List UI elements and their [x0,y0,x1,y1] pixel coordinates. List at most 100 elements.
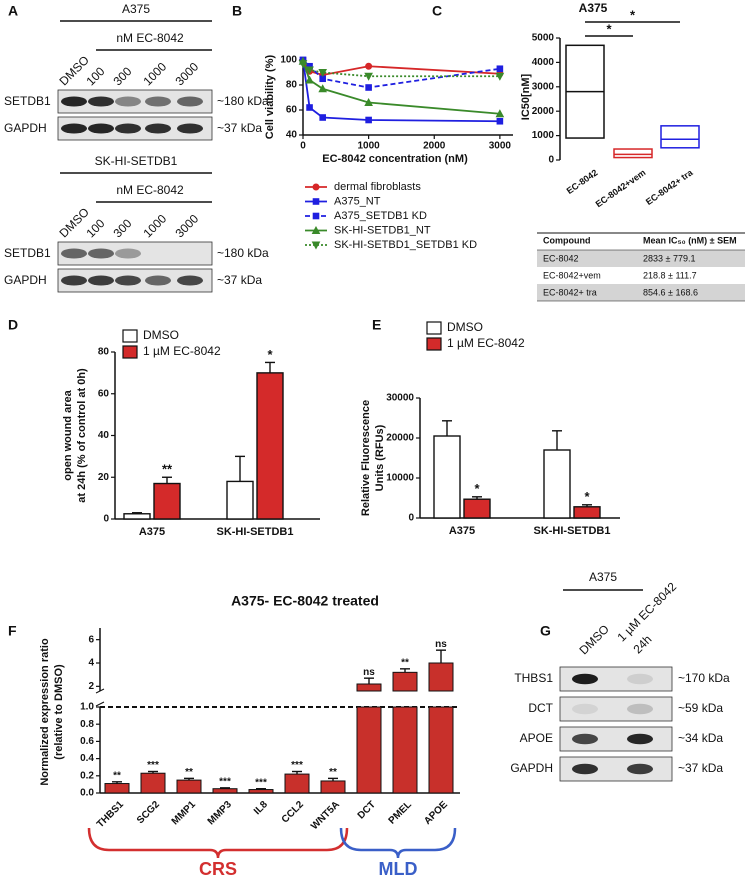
y-tick-label: 0.4 [80,753,94,764]
legend-label: DMSO [447,320,483,334]
legend-marker [311,225,321,234]
y-tick-label: 4000 [532,57,555,68]
bar [356,683,382,692]
marker [365,116,372,124]
x-tick-label: A375 [139,526,165,538]
lane-label: DMSO [56,205,91,240]
bar [256,372,284,520]
lane-label: 1000 [140,211,169,240]
y-tick-label: 0 [103,514,109,525]
blot-strip [57,241,213,266]
x-tick-label: SK-HI-SETDB1 [533,525,610,537]
marker [365,84,372,91]
significance-label: ** [401,657,409,668]
significance-label: *** [147,760,159,771]
size-label: ~180 kDa [217,94,269,108]
group-bracket [339,827,457,859]
legend-marker [311,241,321,250]
y-tick-label: 10000 [386,473,414,484]
size-label: ~170 kDa [678,671,730,685]
x-tick-label: 3000 [489,141,512,152]
marker [319,114,326,121]
blot-band [145,123,171,134]
x-tick-label: CCL2 [280,799,307,826]
lane-label: 100 [83,216,107,240]
y-tick-label: 0.2 [80,770,94,781]
blot-band [88,96,114,107]
blot-band [88,248,114,259]
table-row-bg [537,284,745,301]
protein-label: GAPDH [4,273,47,287]
significance-label: ** [113,770,121,781]
blot-band [572,703,598,715]
legend-label: A375_SETDB1 KD [334,210,427,222]
blot-band [627,673,653,685]
table-row-bg [537,250,745,267]
protein-label: DCT [528,701,553,715]
marker [298,60,308,69]
significance-label: * [474,481,480,496]
legend-label: 1 µM EC-8042 [143,344,221,358]
blot-band [177,275,203,286]
panel-label: G [540,623,551,639]
panel-label: E [372,317,381,333]
blot-band [115,248,141,259]
blot-band [177,123,203,134]
y-tick-label: 0.0 [80,788,94,799]
panel-label: A [8,3,18,19]
marker [365,62,373,70]
marker [495,109,505,118]
blot-band [145,275,171,286]
y-tick-label: 80 [286,80,298,91]
marker [496,65,504,73]
axis-break [95,688,105,694]
blot-band [88,123,114,134]
blot-strip [559,696,673,722]
legend-marker [312,212,320,220]
significance-label: ns [435,639,447,650]
protein-label: GAPDH [4,121,47,135]
y-tick-label: 3000 [532,81,555,92]
x-tick-label: 2000 [423,141,446,152]
blot-band [627,763,653,775]
marker [305,66,314,75]
lane-label: DMSO [56,53,91,88]
x-tick-label: A375 [449,525,475,537]
blot-treatment: nM EC-8042 [116,183,184,197]
lane-label: 1000 [140,59,169,88]
bar [140,772,166,794]
y-tick-label: 0 [408,513,414,524]
blot-strip [57,89,213,114]
x-tick-label: 1000 [358,141,381,152]
y-tick-label: 60 [286,105,298,116]
legend-label: SK-HI-SETBD1_SETDB1 KD [334,239,477,251]
axis-break [95,701,105,707]
y-tick-label: 1.0 [80,702,94,713]
bar [153,482,181,520]
table-cell: 854.6 ± 168.6 [643,287,698,297]
x-tick-label: EC-8042+vem [594,167,648,209]
x-tick-label: MMP3 [206,799,235,828]
chart-title: A375- EC-8042 treated [231,593,379,609]
size-label: ~37 kDa [678,761,723,775]
blot-band [61,275,87,286]
blot-band [115,123,141,134]
protein-label: APOE [520,731,553,745]
blot-band [115,96,141,107]
legend-swatch [426,337,442,351]
blot-cell-line: A375 [122,2,150,16]
blot-band [61,96,87,107]
bar [392,706,418,794]
table-cell: EC-8042+ tra [543,287,597,297]
chart-title: A375 [579,1,608,15]
y-tick-label: 80 [98,347,110,358]
legend-label: SK-HI-SETDB1_NT [334,224,431,236]
y-tick-label: 6 [88,634,94,645]
y-tick-label: 5000 [532,33,555,44]
significance-label: * [267,347,273,362]
bar [123,513,151,520]
size-label: ~34 kDa [678,731,723,745]
marker [318,84,328,93]
legend-label: dermal fibroblasts [334,181,421,193]
